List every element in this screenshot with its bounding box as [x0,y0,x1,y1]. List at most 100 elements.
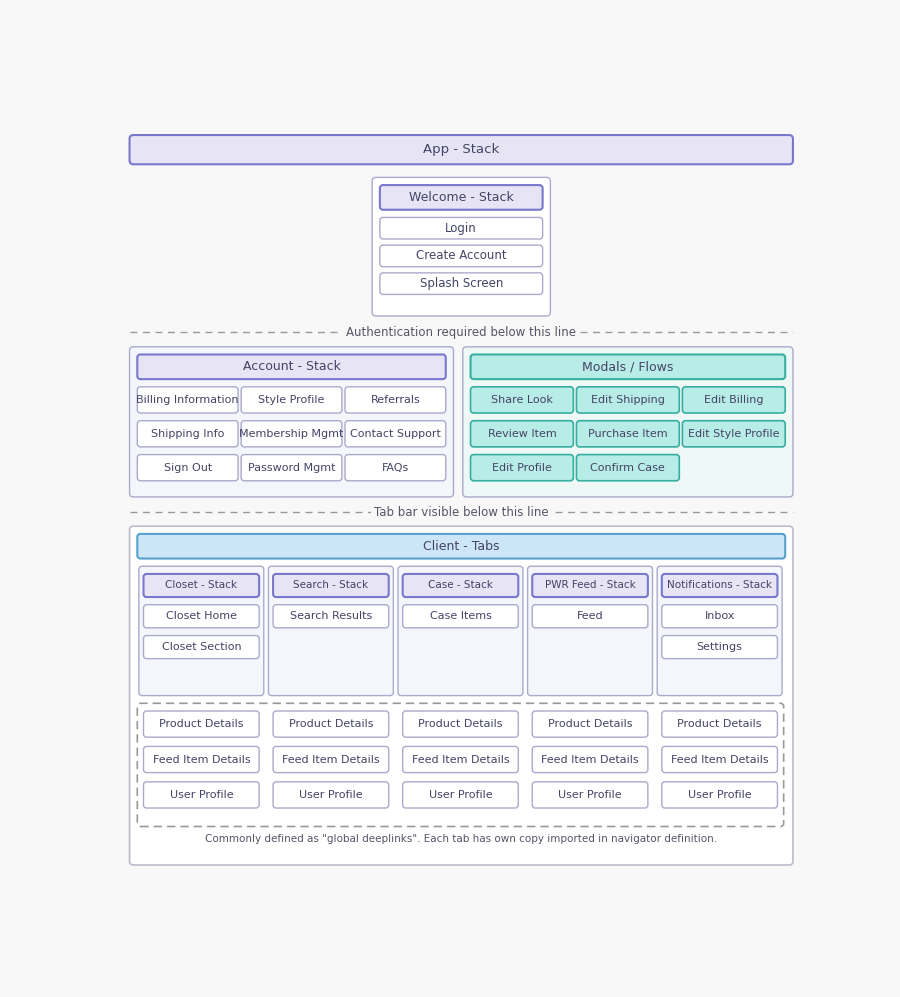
FancyBboxPatch shape [273,605,389,628]
FancyBboxPatch shape [138,455,238,481]
FancyBboxPatch shape [402,574,518,597]
FancyBboxPatch shape [130,526,793,865]
FancyBboxPatch shape [345,387,446,413]
Text: Settings: Settings [697,642,742,652]
Text: Account - Stack: Account - Stack [243,360,340,373]
Text: Membership Mgmt: Membership Mgmt [239,429,344,439]
FancyBboxPatch shape [532,782,648,808]
FancyBboxPatch shape [532,574,648,597]
Text: User Profile: User Profile [299,790,363,800]
FancyBboxPatch shape [471,355,785,379]
Text: Product Details: Product Details [289,719,374,729]
FancyBboxPatch shape [682,387,785,413]
Text: Feed Item Details: Feed Item Details [670,755,769,765]
Text: Product Details: Product Details [678,719,762,729]
Text: Password Mgmt: Password Mgmt [248,463,336,473]
FancyBboxPatch shape [143,605,259,628]
Text: Login: Login [446,221,477,234]
FancyBboxPatch shape [380,245,543,267]
Text: Case Items: Case Items [429,611,491,621]
FancyBboxPatch shape [143,574,259,597]
FancyBboxPatch shape [380,217,543,239]
Text: Client - Tabs: Client - Tabs [423,539,500,552]
FancyBboxPatch shape [471,421,573,447]
FancyBboxPatch shape [273,711,389,737]
Text: User Profile: User Profile [428,790,492,800]
Text: Feed Item Details: Feed Item Details [541,755,639,765]
FancyBboxPatch shape [241,421,342,447]
FancyBboxPatch shape [402,711,518,737]
Text: PWR Feed - Stack: PWR Feed - Stack [544,580,635,590]
FancyBboxPatch shape [130,135,793,165]
Text: Purchase Item: Purchase Item [588,429,668,439]
Text: Contact Support: Contact Support [350,429,441,439]
FancyBboxPatch shape [577,387,680,413]
Text: Authentication required below this line: Authentication required below this line [346,326,576,339]
Text: Search Results: Search Results [290,611,372,621]
FancyBboxPatch shape [402,782,518,808]
Text: User Profile: User Profile [688,790,752,800]
FancyBboxPatch shape [662,574,778,597]
FancyBboxPatch shape [138,534,785,558]
FancyBboxPatch shape [241,455,342,481]
Text: Edit Profile: Edit Profile [492,463,552,473]
FancyBboxPatch shape [345,421,446,447]
FancyBboxPatch shape [143,635,259,659]
Text: Product Details: Product Details [159,719,244,729]
FancyBboxPatch shape [138,355,445,379]
Text: Billing Information: Billing Information [137,395,238,405]
Text: Referrals: Referrals [371,395,420,405]
Text: Case - Stack: Case - Stack [428,580,493,590]
FancyBboxPatch shape [662,782,778,808]
Text: FAQs: FAQs [382,463,409,473]
Text: Edit Billing: Edit Billing [704,395,763,405]
FancyBboxPatch shape [527,566,652,696]
FancyBboxPatch shape [139,566,264,696]
FancyBboxPatch shape [398,566,523,696]
Text: Feed Item Details: Feed Item Details [152,755,250,765]
FancyBboxPatch shape [130,347,454,497]
Text: User Profile: User Profile [169,790,233,800]
FancyBboxPatch shape [662,605,778,628]
Text: Edit Shipping: Edit Shipping [591,395,665,405]
Text: Notifications - Stack: Notifications - Stack [667,580,772,590]
FancyBboxPatch shape [372,177,551,316]
FancyBboxPatch shape [380,273,543,294]
FancyBboxPatch shape [471,387,573,413]
Text: Review Item: Review Item [488,429,556,439]
Text: Confirm Case: Confirm Case [590,463,665,473]
Text: Closet Home: Closet Home [166,611,237,621]
FancyBboxPatch shape [273,782,389,808]
Text: Closet - Stack: Closet - Stack [166,580,238,590]
Text: Inbox: Inbox [705,611,734,621]
FancyBboxPatch shape [138,421,238,447]
FancyBboxPatch shape [380,185,543,209]
Text: Feed Item Details: Feed Item Details [282,755,380,765]
FancyBboxPatch shape [662,747,778,773]
FancyBboxPatch shape [143,782,259,808]
Text: Sign Out: Sign Out [164,463,211,473]
Text: Splash Screen: Splash Screen [419,277,503,290]
FancyBboxPatch shape [268,566,393,696]
Text: Welcome - Stack: Welcome - Stack [409,190,514,204]
FancyBboxPatch shape [662,711,778,737]
FancyBboxPatch shape [682,421,785,447]
FancyBboxPatch shape [577,455,680,481]
Text: Product Details: Product Details [548,719,633,729]
Text: User Profile: User Profile [558,790,622,800]
FancyBboxPatch shape [471,455,573,481]
FancyBboxPatch shape [657,566,782,696]
Text: Tab bar visible below this line: Tab bar visible below this line [374,505,549,518]
FancyBboxPatch shape [532,605,648,628]
Text: Shipping Info: Shipping Info [151,429,224,439]
FancyBboxPatch shape [463,347,793,497]
FancyBboxPatch shape [241,387,342,413]
FancyBboxPatch shape [662,635,778,659]
Text: Style Profile: Style Profile [258,395,325,405]
FancyBboxPatch shape [532,747,648,773]
FancyBboxPatch shape [345,455,446,481]
FancyBboxPatch shape [273,574,389,597]
Text: Edit Style Profile: Edit Style Profile [688,429,779,439]
Text: Commonly defined as "global deeplinks". Each tab has own copy imported in naviga: Commonly defined as "global deeplinks". … [205,833,717,843]
Text: App - Stack: App - Stack [423,144,500,157]
